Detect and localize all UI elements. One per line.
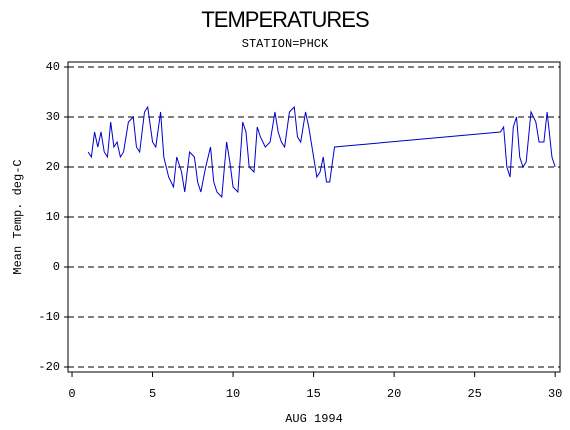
y-tick-label: -10 [38, 310, 60, 324]
x-tick-label: 10 [226, 387, 240, 401]
y-tick-label: -20 [38, 360, 60, 374]
chart-title: TEMPERATURES [201, 7, 369, 32]
x-tick-label: 15 [306, 387, 320, 401]
y-tick-label: 30 [46, 110, 60, 124]
y-tick-label: 20 [46, 160, 60, 174]
y-axis-label: Mean Temp. deg-C [11, 159, 25, 274]
chart-subtitle: STATION=PHCK [242, 37, 329, 51]
x-tick-label: 5 [149, 387, 156, 401]
x-tick-label: 0 [68, 387, 75, 401]
x-axis-label: AUG 1994 [285, 412, 343, 426]
y-tick-label: 10 [46, 210, 60, 224]
y-tick-label: 0 [53, 260, 60, 274]
data-line [87, 105, 556, 199]
y-tick-label: 40 [46, 60, 60, 74]
x-tick-label: 20 [387, 387, 401, 401]
x-tick-label: 25 [467, 387, 481, 401]
x-tick-label: 30 [548, 387, 562, 401]
